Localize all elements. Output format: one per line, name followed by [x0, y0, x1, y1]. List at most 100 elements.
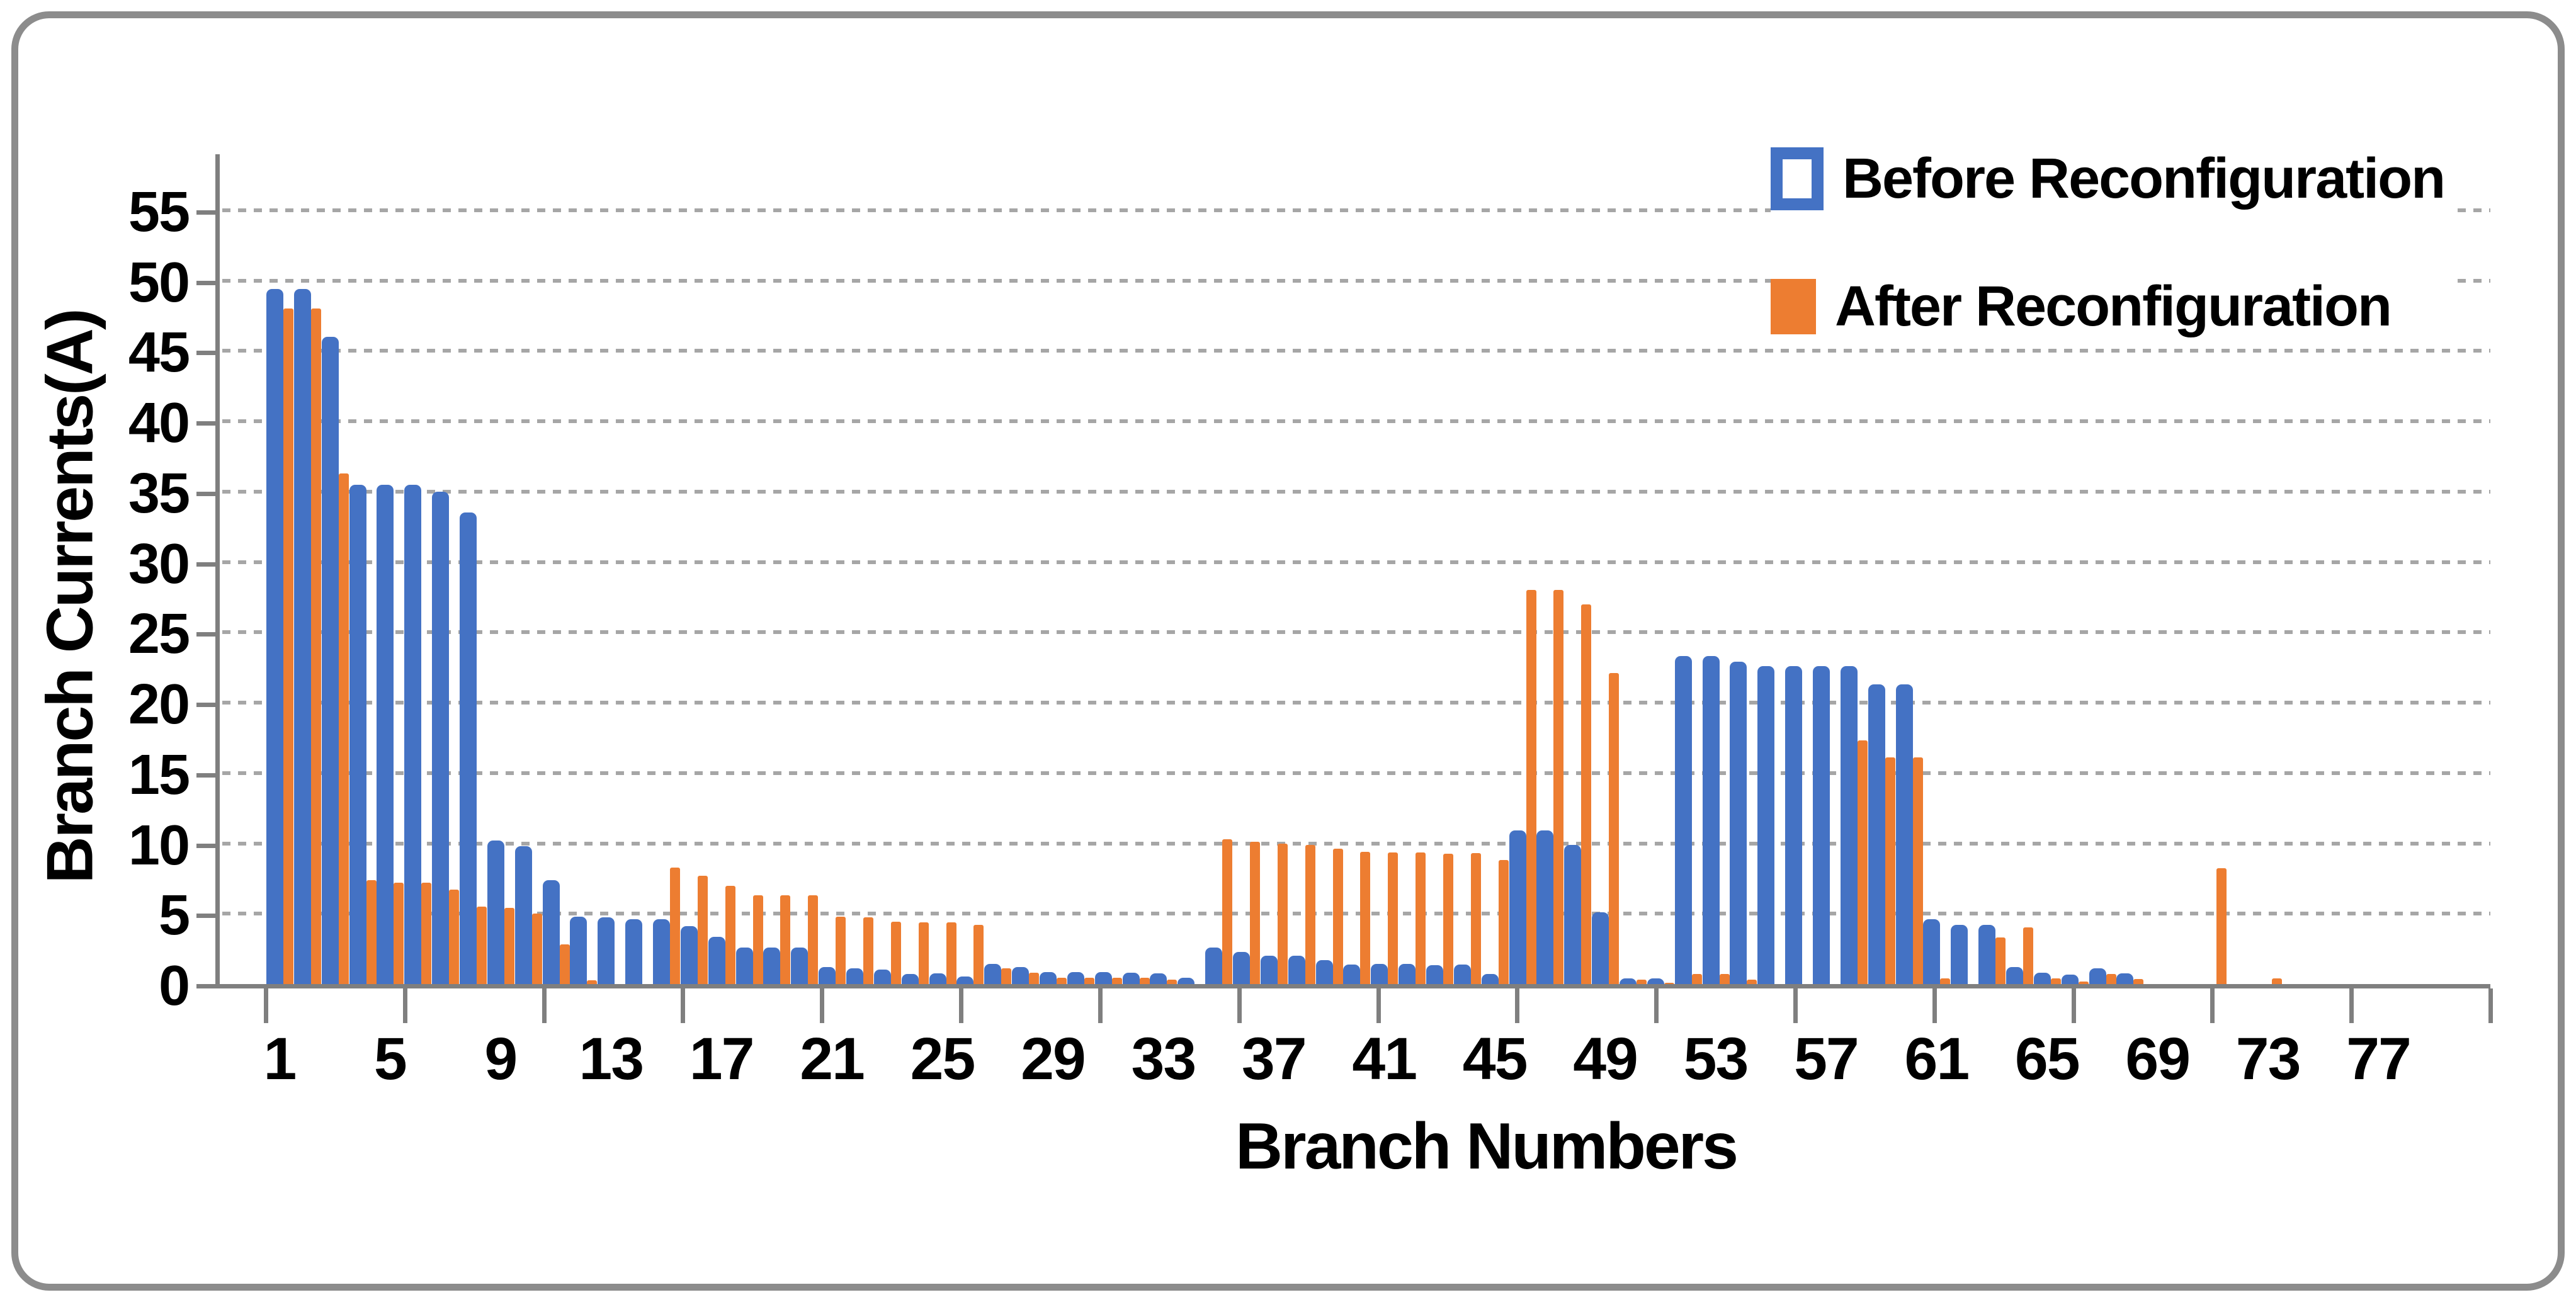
x-tick-label: 1 [263, 1026, 297, 1092]
y-tick [196, 351, 215, 356]
bar-before [819, 967, 836, 987]
x-tick-label: 45 [1462, 1026, 1528, 1092]
y-tick [196, 703, 215, 708]
bar-after [1857, 740, 1868, 987]
bar-before [652, 919, 670, 987]
gridline [222, 701, 2490, 705]
bar-after [1470, 853, 1481, 987]
bar-before [598, 917, 615, 987]
bar-before [1840, 666, 1858, 987]
bar-before [1785, 666, 1803, 987]
y-tick-label: 40 [128, 392, 190, 455]
bar-before [2061, 975, 2079, 987]
bar-before [1702, 656, 1720, 987]
bar-before [735, 947, 753, 987]
y-tick-label: 5 [158, 884, 190, 948]
bar-after [1360, 851, 1371, 987]
bar-after [890, 921, 901, 987]
bar-before [1232, 951, 1250, 987]
bar-before [1923, 919, 1941, 987]
bar-after [1029, 973, 1040, 987]
gridline [222, 489, 2490, 494]
bar-after [1416, 852, 1426, 987]
y-tick-label: 25 [128, 603, 190, 666]
y-axis-title: Branch Currents(A) [33, 310, 107, 884]
bar-after [1249, 842, 1260, 987]
bar-before [2006, 967, 2023, 987]
bar-before [349, 484, 366, 987]
bar-after [2106, 974, 2116, 987]
bar-before [266, 289, 283, 987]
bar-after [697, 875, 708, 987]
bar-before [2033, 973, 2051, 987]
bar-after [1581, 604, 1592, 987]
bar-before [1951, 925, 1968, 987]
y-tick [196, 843, 215, 848]
bar-after [1609, 673, 1620, 987]
x-tick-label: 73 [2235, 1026, 2301, 1092]
legend-swatch-before-icon [1771, 147, 1824, 210]
legend-item-after: After Reconfiguration [1771, 275, 2454, 339]
x-tick [2071, 988, 2076, 1023]
x-tick [1793, 988, 1798, 1023]
bar-before [708, 937, 725, 987]
bar-after [669, 867, 680, 987]
gridline [222, 419, 2490, 424]
bar-before [873, 969, 891, 987]
y-tick-label: 45 [128, 321, 190, 385]
x-tick [264, 988, 268, 1023]
bar-before [1564, 844, 1582, 987]
y-tick-label: 30 [128, 532, 190, 596]
bar-after [1277, 843, 1288, 987]
bar-after [2216, 868, 2227, 987]
bar-after [1305, 844, 1315, 987]
bar-before [570, 916, 587, 987]
bar-before [1868, 684, 1885, 987]
bar-after [449, 890, 460, 987]
bar-before [1371, 963, 1388, 987]
x-tick [1376, 988, 1381, 1023]
bar-before [293, 289, 311, 987]
x-tick-label: 5 [373, 1026, 407, 1092]
bar-before [680, 926, 698, 987]
bar-before [1067, 972, 1084, 987]
x-tick-label: 25 [910, 1026, 976, 1092]
bar-before [1895, 684, 1913, 987]
x-tick-label: 65 [2014, 1026, 2080, 1092]
bar-after [1691, 974, 1702, 987]
bar-before [1536, 830, 1554, 987]
x-tick [1237, 988, 1242, 1023]
bar-after [836, 916, 846, 987]
x-tick-label: 37 [1241, 1026, 1307, 1092]
bar-after [1222, 839, 1233, 987]
x-tick-label: 57 [1794, 1026, 1859, 1092]
bar-after [283, 309, 293, 987]
bar-after [476, 907, 487, 987]
x-tick-label: 41 [1352, 1026, 1417, 1092]
bar-before [1674, 656, 1692, 987]
bar-before [1260, 956, 1278, 987]
bar-after [946, 922, 956, 987]
bar-before [1343, 964, 1361, 987]
legend-item-before: Before Reconfiguration [1771, 144, 2454, 214]
y-tick [196, 984, 215, 988]
x-tick-label: 13 [579, 1026, 644, 1092]
x-tick-label: 49 [1573, 1026, 1638, 1092]
bar-before [1812, 666, 1830, 987]
bar-before [984, 963, 1002, 987]
x-tick-label: 21 [800, 1026, 865, 1092]
gridline [222, 560, 2490, 564]
legend-swatch-after-icon [1771, 279, 1816, 334]
bar-before [487, 841, 504, 987]
x-tick-label: 17 [689, 1026, 755, 1092]
bar-after [973, 925, 984, 987]
bar-before [377, 484, 394, 987]
y-tick [196, 632, 215, 637]
bar-after [1885, 757, 1895, 987]
bar-after [394, 883, 404, 987]
bar-before [1012, 967, 1030, 987]
x-tick-label: 29 [1021, 1026, 1086, 1092]
bar-after [1443, 854, 1453, 987]
